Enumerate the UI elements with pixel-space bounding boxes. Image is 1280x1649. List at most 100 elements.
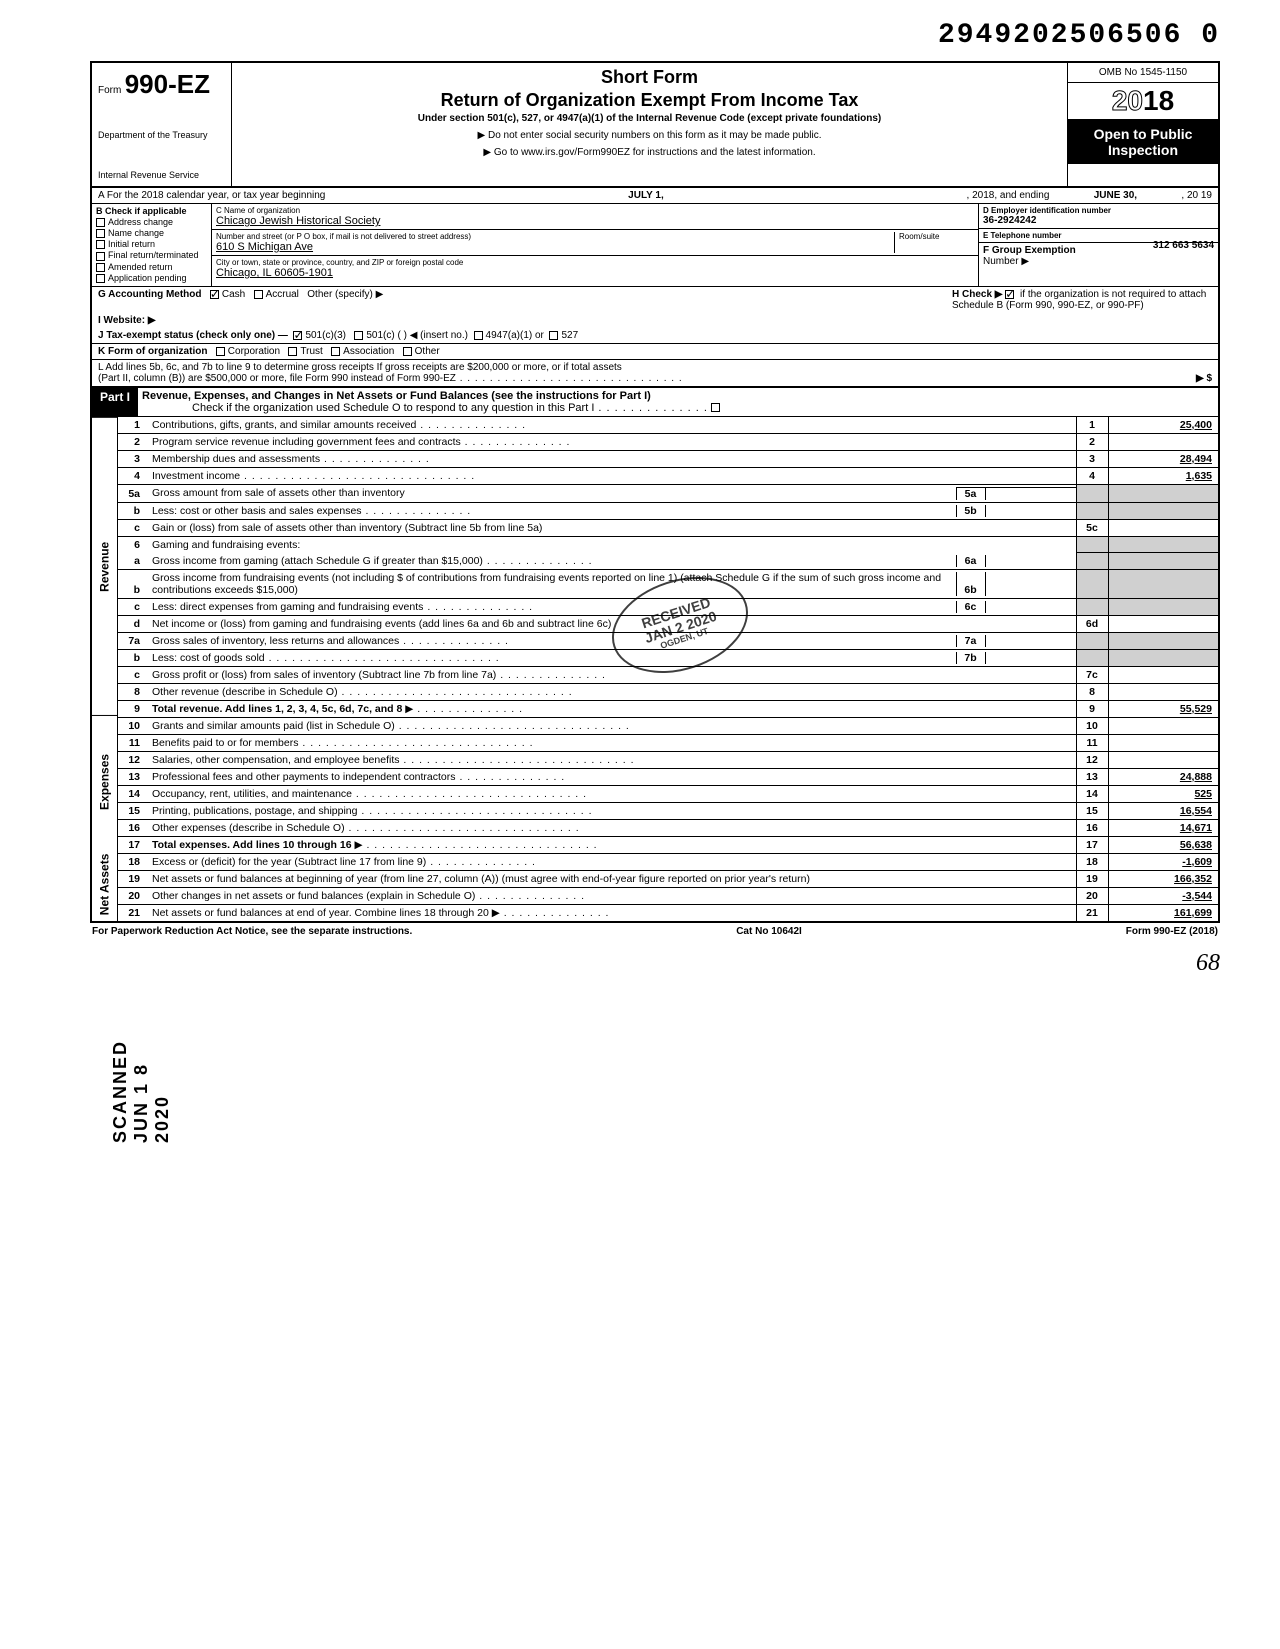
row-k-org-form: K Form of organization Corporation Trust… — [90, 344, 1220, 360]
line-4-amt[interactable]: 1,635 — [1108, 467, 1218, 484]
line-8-amt[interactable] — [1108, 683, 1218, 700]
line-6a-desc: Gross income from gaming (attach Schedul… — [152, 555, 956, 567]
line-5b-shade2 — [1108, 502, 1218, 519]
c-addr-label: Number and street (or P O box, if mail i… — [216, 232, 894, 241]
chk-address-change[interactable] — [96, 218, 105, 227]
line-8-box: 8 — [1076, 683, 1108, 700]
line-17-amt[interactable]: 56,638 — [1108, 836, 1218, 853]
row-a-end-month[interactable]: JUNE 30, — [1055, 190, 1175, 201]
line-13-amt[interactable]: 24,888 — [1108, 768, 1218, 785]
line-9-num: 9 — [118, 700, 148, 717]
line-15-amt[interactable]: 16,554 — [1108, 802, 1218, 819]
k-other: Other — [415, 346, 440, 357]
d-ein[interactable]: 36-2924242 — [983, 215, 1036, 226]
chk-other-org[interactable] — [403, 347, 412, 356]
footer-left: For Paperwork Reduction Act Notice, see … — [92, 926, 412, 937]
line-7a-iamt[interactable] — [986, 635, 1076, 647]
line-6b-desc: Gross income from fundraising events (no… — [152, 572, 956, 596]
line-19-amt[interactable]: 166,352 — [1108, 870, 1218, 887]
line-15-desc: Printing, publications, postage, and shi… — [148, 802, 1076, 819]
chk-name-change[interactable] — [96, 229, 105, 238]
f-label2: Number ▶ — [983, 256, 1029, 267]
line-6d-amt[interactable] — [1108, 615, 1218, 632]
line-21-amt[interactable]: 161,699 — [1108, 904, 1218, 921]
line-14-amt[interactable]: 525 — [1108, 785, 1218, 802]
line-5a-iamt[interactable] — [986, 487, 1076, 500]
line-6-shade2 — [1108, 536, 1218, 553]
g-cash: Cash — [222, 289, 245, 300]
line-1-amt[interactable]: 25,400 — [1108, 417, 1218, 434]
chk-final-return[interactable] — [96, 252, 105, 261]
line-6b-iamt[interactable] — [986, 572, 1076, 596]
line-19-box: 19 — [1076, 870, 1108, 887]
line-12-amt[interactable] — [1108, 751, 1218, 768]
chk-accrual[interactable] — [254, 290, 263, 299]
line-7b-iamt[interactable] — [986, 652, 1076, 664]
side-net-assets: Net Assets — [92, 847, 117, 921]
c-room-label: Room/suite — [899, 232, 974, 241]
part-1-title: Revenue, Expenses, and Changes in Net As… — [142, 390, 651, 402]
form-title-block: Short Form Return of Organization Exempt… — [232, 63, 1068, 186]
chk-amended-return[interactable] — [96, 263, 105, 272]
j-label: J Tax-exempt status (check only one) — — [98, 330, 288, 341]
b-item-2: Initial return — [108, 239, 155, 249]
side-revenue: Revenue — [92, 417, 117, 715]
line-2-amt[interactable] — [1108, 433, 1218, 450]
chk-application-pending[interactable] — [96, 274, 105, 283]
chk-h[interactable] — [1005, 290, 1014, 299]
line-20-amt[interactable]: -3,544 — [1108, 887, 1218, 904]
line-2-num: 2 — [118, 433, 148, 450]
e-phone[interactable]: 312 663 5634 — [1153, 240, 1214, 251]
k-corp: Corporation — [228, 346, 280, 357]
row-i-website: I Website: ▶ — [90, 313, 1220, 328]
line-7b-num: b — [118, 649, 148, 666]
line-9-amt[interactable]: 55,529 — [1108, 700, 1218, 717]
g-label: G Accounting Method — [98, 289, 202, 300]
line-7c-num: c — [118, 666, 148, 683]
chk-501c3[interactable] — [293, 331, 302, 340]
line-6d-num: d — [118, 615, 148, 632]
line-6-shade — [1076, 536, 1108, 553]
chk-sched-o[interactable] — [711, 403, 720, 412]
line-4-box: 4 — [1076, 467, 1108, 484]
line-3-amt[interactable]: 28,494 — [1108, 450, 1218, 467]
row-a-tax-year: A For the 2018 calendar year, or tax yea… — [90, 188, 1220, 204]
line-6a-iamt[interactable] — [986, 555, 1076, 567]
irs-label: Internal Revenue Service — [98, 170, 225, 180]
line-6c-iamt[interactable] — [986, 601, 1076, 613]
lines-table: 1 Contributions, gifts, grants, and simi… — [118, 417, 1218, 921]
line-5b-shade — [1076, 502, 1108, 519]
line-16-amt[interactable]: 14,671 — [1108, 819, 1218, 836]
chk-trust[interactable] — [288, 347, 297, 356]
line-6b-ibox: 6b — [956, 572, 986, 596]
chk-cash[interactable] — [210, 290, 219, 299]
line-3-box: 3 — [1076, 450, 1108, 467]
c-city[interactable]: Chicago, IL 60605-1901 — [216, 267, 333, 279]
line-14-num: 14 — [118, 785, 148, 802]
chk-4947[interactable] — [474, 331, 483, 340]
chk-assoc[interactable] — [331, 347, 340, 356]
line-5c-amt[interactable] — [1108, 519, 1218, 536]
row-g-accounting: G Accounting Method Cash Accrual Other (… — [90, 287, 1220, 313]
line-11-amt[interactable] — [1108, 734, 1218, 751]
chk-501c[interactable] — [354, 331, 363, 340]
h-label: H Check ▶ — [952, 289, 1002, 300]
chk-initial-return[interactable] — [96, 240, 105, 249]
chk-527[interactable] — [549, 331, 558, 340]
line-13-box: 13 — [1076, 768, 1108, 785]
line-6a-num: a — [118, 553, 148, 570]
line-11-box: 11 — [1076, 734, 1108, 751]
line-14-box: 14 — [1076, 785, 1108, 802]
line-7c-amt[interactable] — [1108, 666, 1218, 683]
footer: For Paperwork Reduction Act Notice, see … — [90, 923, 1220, 940]
line-10-num: 10 — [118, 717, 148, 734]
row-a-begin[interactable]: JULY 1, — [331, 190, 960, 201]
c-street[interactable]: 610 S Michigan Ave — [216, 241, 313, 253]
j-527: 527 — [561, 330, 578, 341]
line-5b-iamt[interactable] — [986, 505, 1076, 517]
c-org-name[interactable]: Chicago Jewish Historical Society — [216, 215, 380, 227]
open-public-badge: Open to Public Inspection — [1068, 120, 1218, 164]
chk-corp[interactable] — [216, 347, 225, 356]
line-18-amt[interactable]: -1,609 — [1108, 853, 1218, 870]
line-10-amt[interactable] — [1108, 717, 1218, 734]
